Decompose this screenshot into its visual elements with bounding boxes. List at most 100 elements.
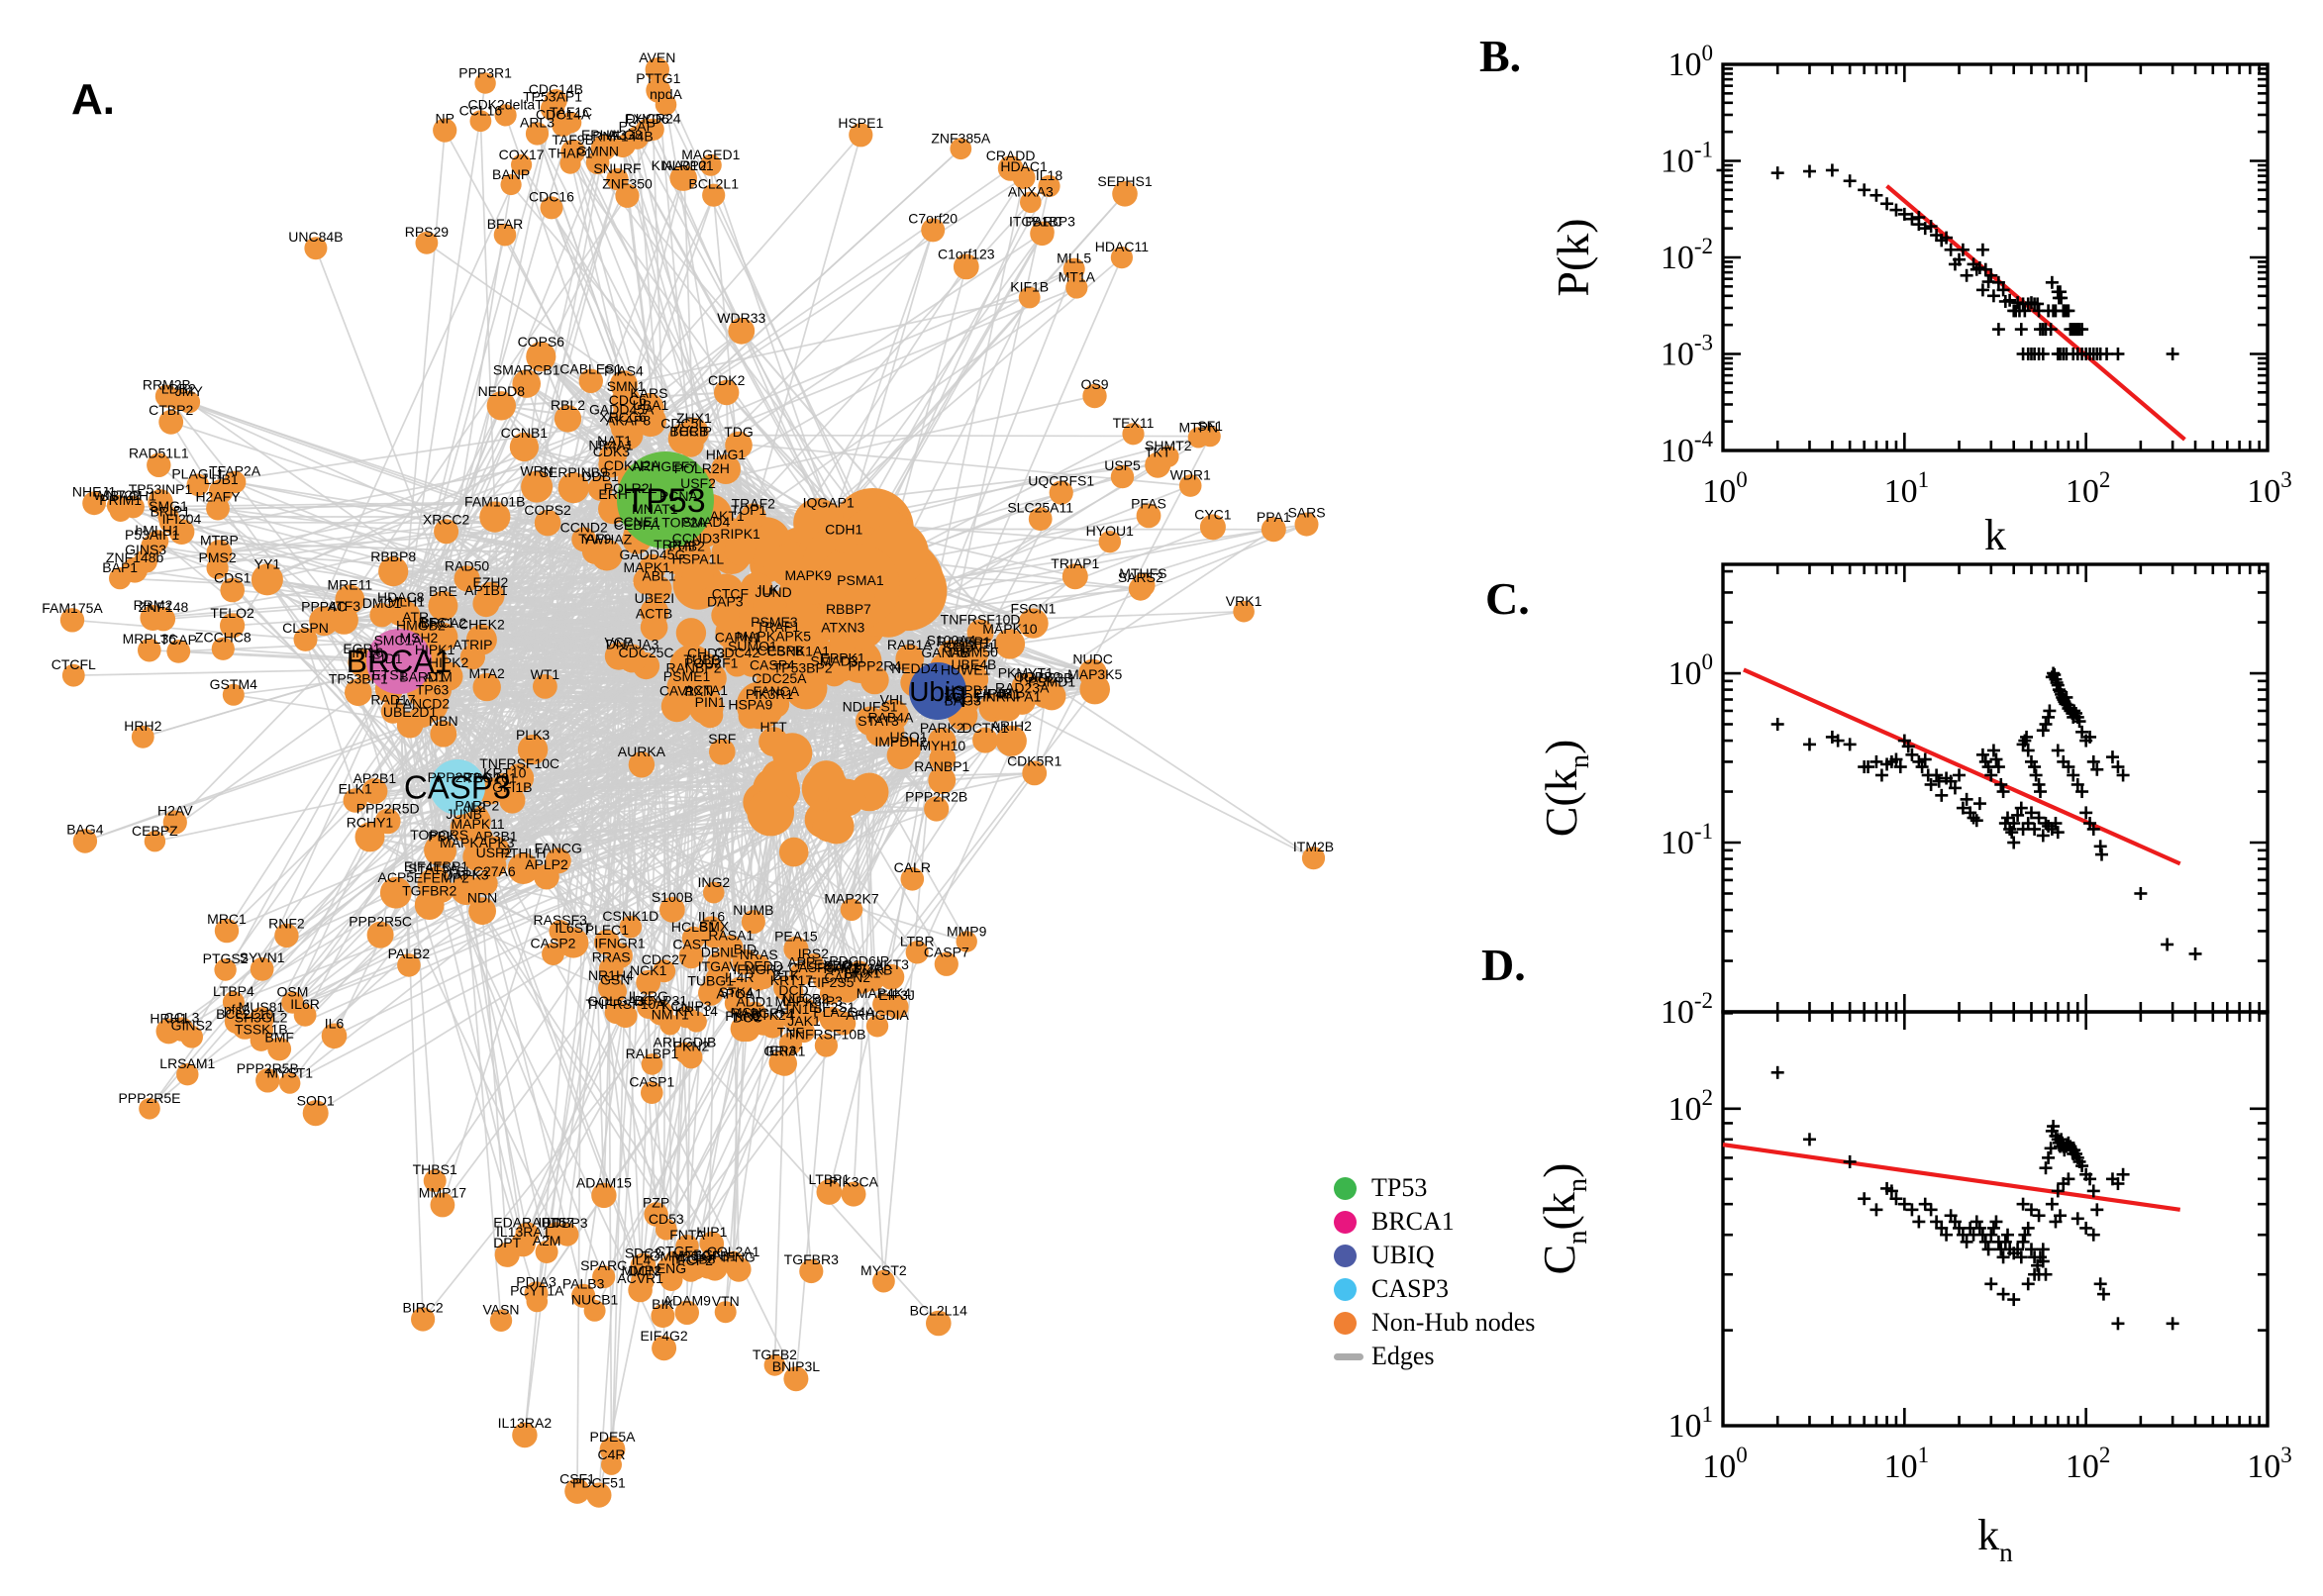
gene-node-label: C4R (597, 1446, 625, 1462)
gene-node (756, 693, 783, 721)
gene-node (702, 183, 726, 207)
gene-node-label: BARD1 (399, 669, 446, 685)
gene-node-label: TP63 (416, 682, 450, 698)
gene-node-label: BCL2L14 (910, 1303, 968, 1319)
gene-node-label: C7orf20 (908, 210, 958, 226)
gene-node (321, 1023, 348, 1049)
gene-node-label: NUCB2 (782, 990, 830, 1006)
gene-node (1122, 423, 1145, 446)
gene-node (378, 556, 409, 587)
gene-node-label: VTN (712, 1293, 740, 1309)
legend-item-casp3: CASP3 (1334, 1272, 1535, 1306)
gene-node (433, 118, 457, 143)
gene-node (1018, 608, 1049, 639)
gene-node (1082, 383, 1107, 409)
gene-node (500, 173, 522, 196)
gene-node-label: VASN (482, 1302, 519, 1318)
gene-node (793, 575, 824, 606)
gene-node-label: ETS1 (371, 667, 406, 683)
axis-ticks (1721, 564, 2270, 1014)
gene-node (835, 609, 862, 637)
gene-node (641, 1053, 663, 1075)
gene-node (691, 652, 721, 683)
gene-node-label: HDAC8 (377, 589, 425, 605)
gene-node-label: ADD1 (736, 994, 773, 1010)
gene-node-label: KCNIP3 (661, 998, 712, 1014)
gene-node (1199, 514, 1226, 541)
panel-d-label: D. (1481, 940, 1526, 990)
gene-node-label: CDC16 (529, 189, 574, 205)
gene-node-label: BFAR (487, 216, 524, 232)
gene-node-label: MYH10 (919, 738, 965, 753)
gene-node (609, 370, 638, 399)
gene-node (779, 980, 804, 1004)
gene-node (790, 667, 815, 692)
gene-node-label: TUBB (683, 651, 720, 667)
node-swatch-icon (1334, 1244, 1357, 1267)
gene-node (849, 123, 873, 148)
gene-node-label: EID1 (371, 650, 402, 666)
ppi-network-canvas: BCCIP USF2 CDC6 COPS6 COPS2 CCNB1 CDK3 CCND2 WDR… (42, 50, 1334, 1508)
gene-node-label: MAGED1 (681, 147, 740, 162)
gene-node-label: BMX (699, 918, 730, 934)
hub-node-brca1 (366, 629, 432, 694)
gene-node-label: CD53 (649, 1211, 684, 1227)
gene-node-label: COPS2 (524, 502, 571, 518)
svg-text:100: 100 (1668, 41, 1714, 83)
gene-node-label: PPP2R2A (428, 769, 491, 785)
gene-node-label: NDUFS1 (843, 699, 898, 715)
axis-frame (1721, 562, 2270, 1014)
gene-node (1112, 181, 1138, 207)
gene-node-label: TFCP2 (669, 1252, 714, 1268)
gene-node (451, 874, 481, 905)
hub-node-tp53 (617, 451, 714, 549)
gene-node-label: MYST2 (860, 1262, 907, 1278)
gene-node (604, 1000, 628, 1025)
gene-node (186, 473, 210, 497)
gene-node-label: BAG4 (66, 821, 104, 837)
gene-node-label: IL18 (1036, 167, 1062, 183)
gene-node-label: DMC1 (362, 595, 402, 611)
gene-node-label: COL2A1 (707, 1244, 760, 1259)
gene-node (206, 540, 233, 566)
gene-node-label: BIK (652, 1296, 674, 1312)
gene-node-label: ELK1 (339, 780, 372, 796)
gene-node-label: NP (435, 111, 454, 127)
gene-node (554, 405, 582, 433)
gene-node-label: KIF1B (1010, 279, 1049, 295)
gene-node-label: SH3GL2 (235, 1010, 288, 1026)
gene-node (1038, 174, 1060, 198)
gene-node-label: pfs2 (224, 1002, 251, 1018)
gene-node-label: FAM101B (464, 494, 525, 510)
gene-node (611, 417, 635, 441)
gene-node-label: ATRIP (453, 637, 492, 652)
gene-node (950, 138, 972, 160)
gene-node-label: PPP2R2B (905, 789, 967, 805)
gene-node-label: UBE2D1 (383, 704, 438, 720)
gene-node (220, 577, 245, 603)
gene-node-label: MRPL36 (123, 631, 177, 647)
gene-node-label: CCND2 (560, 520, 608, 536)
gene-node (1020, 191, 1042, 214)
gene-node-label: HDAC1 (1000, 158, 1048, 174)
clustering-coefficient-chart: 100 10-1 10-2 C(kn) (1536, 562, 2270, 1030)
svg-text:100: 100 (1702, 467, 1748, 510)
gene-node (1018, 286, 1041, 309)
gene-node-label: APLP2 (525, 856, 568, 872)
gene-node-label: PLEC1 (585, 922, 630, 938)
gene-node (380, 699, 406, 724)
legend-item-edges: Edges (1334, 1340, 1535, 1373)
gene-node-label: HIPK1 (415, 642, 455, 657)
gene-node-label: SEPHS1 (1097, 173, 1152, 189)
gene-node-label: HSPA9 (728, 697, 772, 713)
gene-node-label: HIP1 (696, 1224, 727, 1240)
hub-node-label-ubiq: Ubiq (909, 676, 966, 707)
gene-node-label: DAP3 (707, 593, 744, 609)
gene-node (1098, 531, 1122, 553)
svg-text:100: 100 (1668, 649, 1714, 692)
gene-node (607, 943, 633, 969)
legend-label: Non-Hub nodes (1371, 1308, 1536, 1337)
gene-node (472, 590, 500, 618)
